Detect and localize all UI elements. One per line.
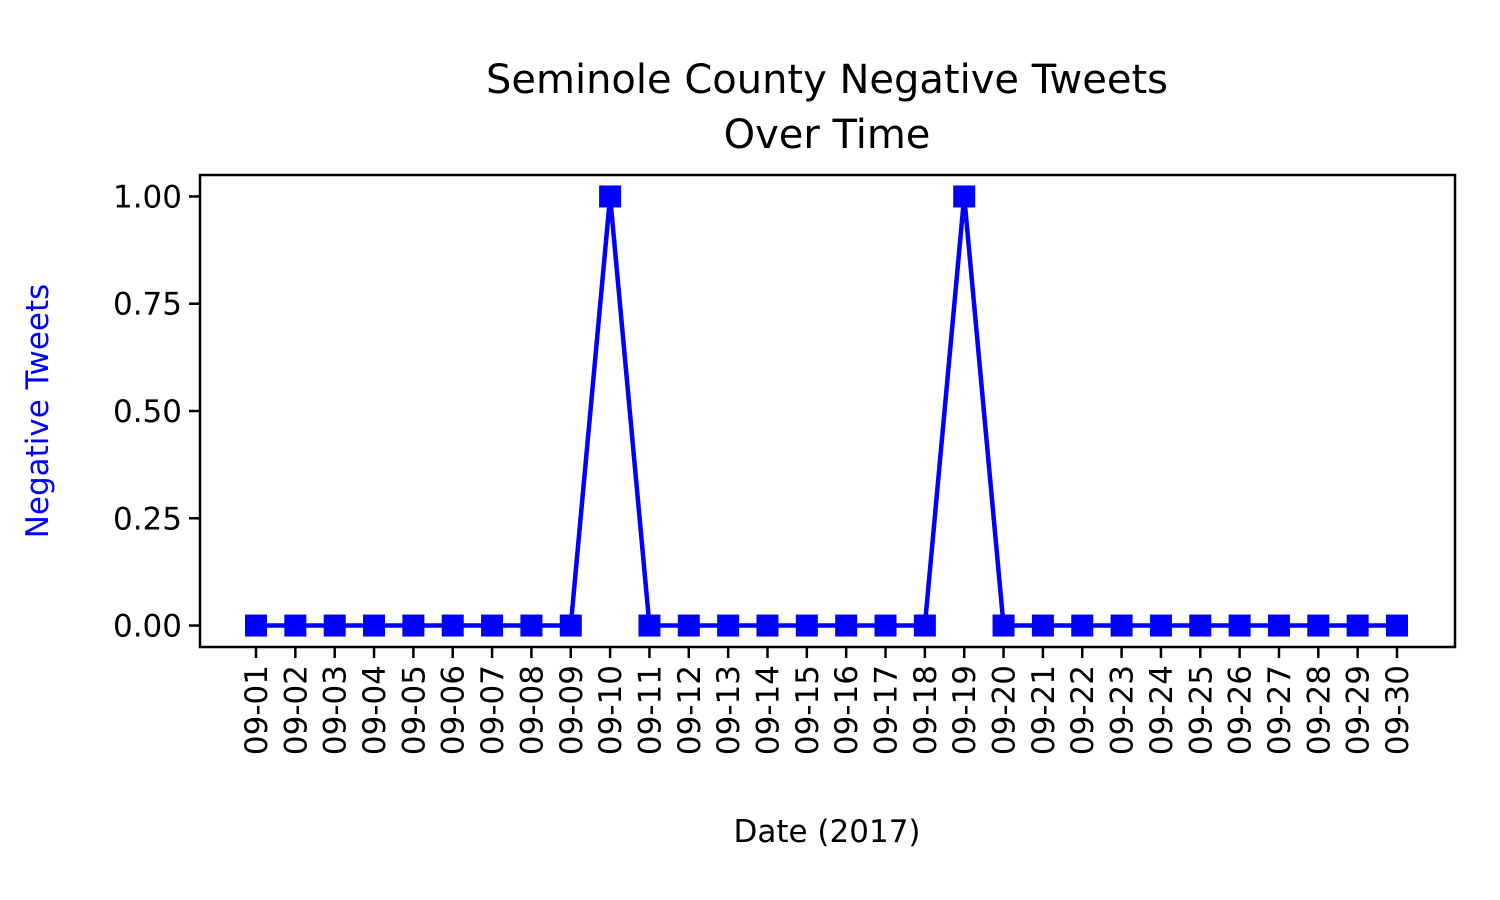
data-point-marker bbox=[835, 614, 858, 637]
data-point-marker bbox=[1149, 614, 1172, 637]
x-tick-label: 09-17 bbox=[869, 665, 905, 755]
data-point-marker bbox=[1386, 614, 1408, 637]
data-point-marker bbox=[1228, 614, 1251, 637]
x-tick-label: 09-16 bbox=[829, 665, 865, 755]
data-point-marker bbox=[677, 614, 700, 637]
y-tick-label: 0.50 bbox=[113, 394, 182, 430]
data-point-marker bbox=[953, 185, 976, 208]
data-point-marker bbox=[795, 614, 818, 637]
data-point-marker bbox=[402, 614, 425, 637]
x-tick-label: 09-07 bbox=[475, 665, 511, 755]
x-tick-label: 09-19 bbox=[947, 665, 983, 755]
y-tick-label: 0.25 bbox=[113, 501, 182, 537]
x-tick-label: 09-22 bbox=[1065, 665, 1101, 755]
y-axis-label: Negative Tweets bbox=[20, 284, 56, 539]
data-point-marker bbox=[363, 614, 386, 637]
x-tick-label: 09-27 bbox=[1262, 665, 1298, 755]
x-tick-label: 09-06 bbox=[436, 665, 472, 755]
series-layer bbox=[245, 185, 1408, 637]
data-point-marker bbox=[284, 614, 307, 637]
x-tick-label: 09-05 bbox=[396, 665, 432, 755]
data-point-marker bbox=[913, 614, 936, 637]
x-tick-label: 09-12 bbox=[672, 665, 708, 755]
data-point-marker bbox=[874, 614, 897, 637]
data-point-marker bbox=[323, 614, 346, 637]
x-tick-label: 09-01 bbox=[239, 665, 275, 755]
x-tick-label: 09-09 bbox=[554, 665, 590, 755]
data-point-marker bbox=[559, 614, 582, 637]
x-tick-label: 09-18 bbox=[908, 665, 944, 755]
x-tick-label: 09-02 bbox=[278, 665, 314, 755]
data-point-marker bbox=[520, 614, 543, 637]
x-tick-label: 09-29 bbox=[1341, 665, 1377, 755]
data-point-marker bbox=[992, 614, 1015, 637]
data-point-marker bbox=[441, 614, 464, 637]
x-tick-label: 09-08 bbox=[514, 665, 550, 755]
data-point-marker bbox=[1267, 614, 1290, 637]
series-line bbox=[256, 194, 1397, 628]
y-axis: 0.00 0.25 0.50 0.75 1.00 bbox=[113, 179, 200, 645]
x-axis-label: Date (2017) bbox=[733, 814, 920, 850]
x-tick-label: 09-28 bbox=[1301, 665, 1337, 755]
data-point-marker bbox=[1071, 614, 1094, 637]
x-tick-label: 09-11 bbox=[632, 665, 668, 755]
data-point-marker bbox=[717, 614, 740, 637]
data-point-marker bbox=[638, 614, 661, 637]
y-tick-label: 1.00 bbox=[113, 179, 182, 215]
data-point-marker bbox=[245, 614, 267, 637]
x-tick-label: 09-30 bbox=[1380, 665, 1416, 755]
x-tick-label: 09-10 bbox=[593, 665, 629, 755]
chart-title-line-1: Seminole County Negative Tweets bbox=[486, 57, 1168, 103]
x-tick-label: 09-23 bbox=[1105, 665, 1141, 755]
data-point-marker bbox=[599, 185, 622, 208]
x-tick-label: 09-24 bbox=[1144, 665, 1180, 755]
x-tick-label: 09-04 bbox=[357, 665, 393, 755]
x-axis: 09-01 09-02 09-03 09-04 09-05 09-06 09-07 09-08… bbox=[239, 647, 1416, 755]
chart-title-line-2: Over Time bbox=[724, 112, 931, 158]
data-point-marker bbox=[1307, 614, 1330, 637]
x-tick-label: 09-26 bbox=[1223, 665, 1259, 755]
x-tick-label: 09-03 bbox=[318, 665, 354, 755]
x-tick-label: 09-14 bbox=[750, 665, 786, 755]
data-point-marker bbox=[1346, 614, 1369, 637]
x-tick-label: 09-20 bbox=[987, 665, 1023, 755]
data-point-marker bbox=[1110, 614, 1133, 637]
y-tick-label: 0.75 bbox=[113, 287, 182, 323]
data-point-marker bbox=[481, 614, 504, 637]
x-tick-label: 09-15 bbox=[790, 665, 826, 755]
data-point-marker bbox=[756, 614, 779, 637]
plot-area-frame bbox=[198, 173, 1457, 649]
data-point-marker bbox=[1189, 614, 1212, 637]
data-point-marker bbox=[1031, 614, 1054, 637]
y-tick-label: 0.00 bbox=[113, 609, 182, 645]
x-tick-label: 09-21 bbox=[1026, 665, 1062, 755]
x-tick-label: 09-13 bbox=[711, 665, 747, 755]
x-tick-label: 09-25 bbox=[1183, 665, 1219, 755]
